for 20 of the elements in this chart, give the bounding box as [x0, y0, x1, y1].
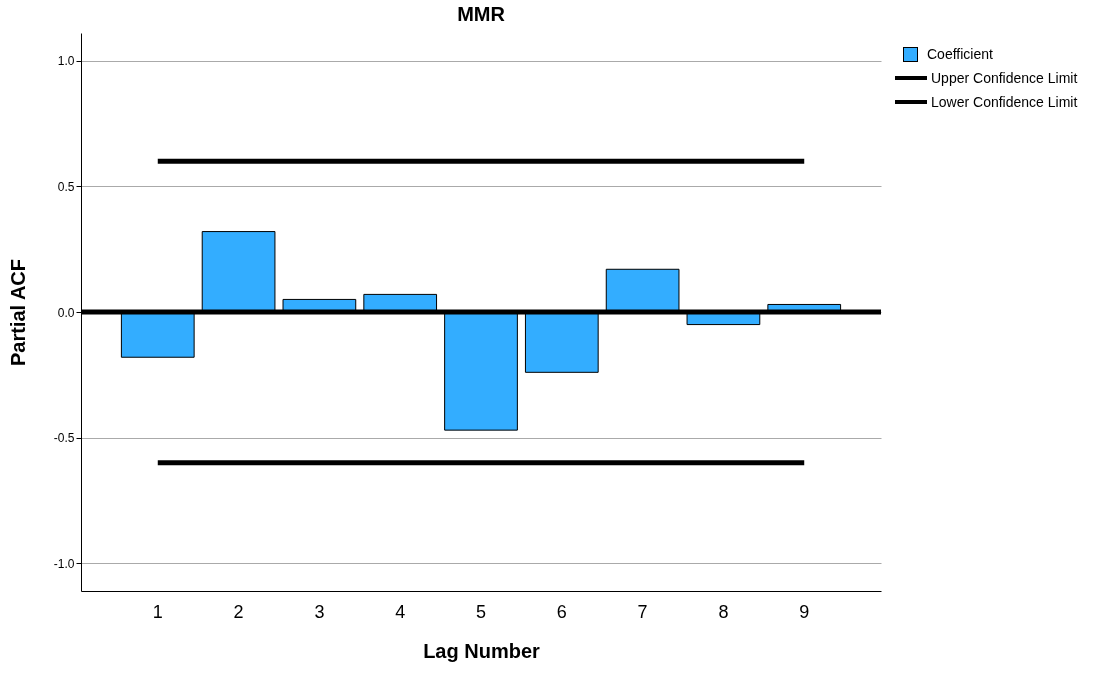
y-axis-title: Partial ACF — [6, 258, 29, 367]
x-tick-label: 9 — [799, 601, 810, 622]
x-tick-label: 6 — [556, 601, 567, 622]
y-tick-label: 0.0 — [57, 305, 75, 320]
y-tick-label: 1.0 — [57, 54, 75, 69]
y-tick-label: -0.5 — [53, 431, 75, 446]
chart-title: MMR — [457, 3, 506, 25]
legend-label: Coefficient — [927, 46, 993, 62]
x-tick-label: 4 — [395, 601, 406, 622]
x-tick-label: 2 — [233, 601, 244, 622]
legend-label: Lower Confidence Limit — [931, 94, 1078, 110]
x-tick-label: 7 — [637, 601, 648, 622]
x-axis-title: Lag Number — [423, 639, 541, 662]
x-tick-label: 1 — [152, 601, 163, 622]
x-tick-label: 3 — [314, 601, 325, 622]
y-tick-label: -1.0 — [53, 556, 75, 571]
legend-label: Upper Confidence Limit — [931, 70, 1078, 86]
x-tick-label: 8 — [718, 601, 729, 622]
y-tick-label: 0.5 — [57, 179, 75, 194]
x-tick-label: 5 — [475, 601, 487, 622]
